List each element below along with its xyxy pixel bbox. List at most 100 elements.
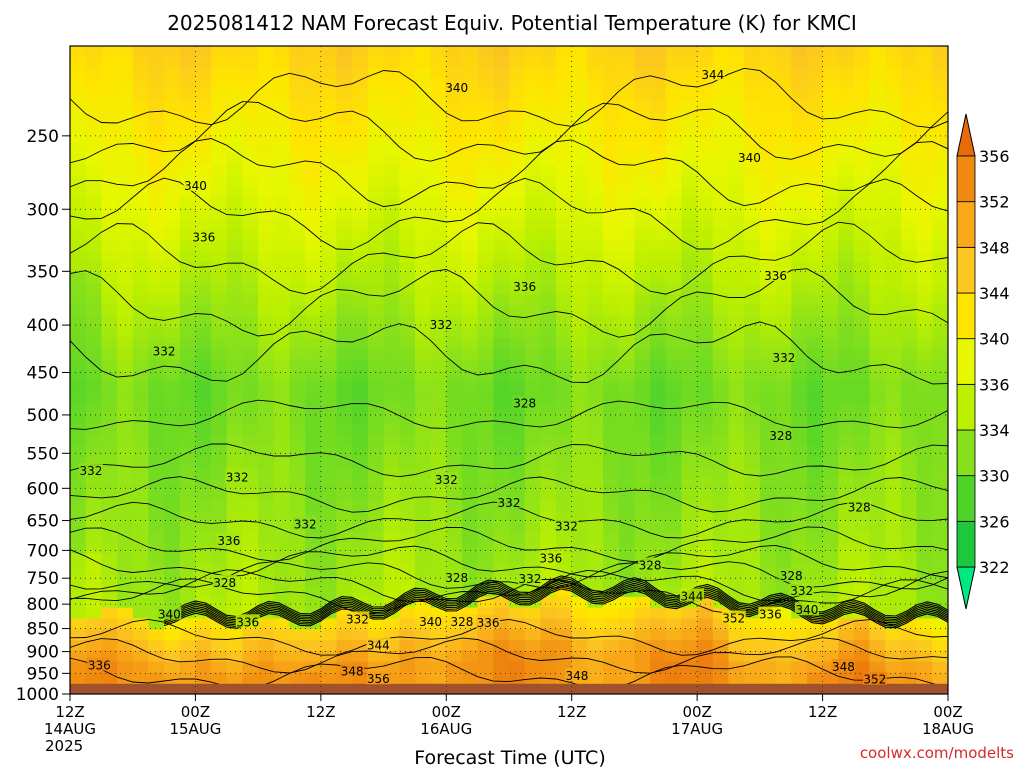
field-cell [430,262,447,274]
field-cell [916,488,933,501]
field-cell [587,132,604,144]
field-cell [289,478,306,490]
field-cell [289,348,306,360]
field-cell [634,348,651,360]
field-cell [477,402,494,414]
field-cell [587,251,604,263]
field-cell [571,337,588,349]
field-cell [603,164,620,177]
field-cell [618,607,636,619]
field-cell [242,391,259,403]
field-cell [665,370,683,382]
field-cell [900,132,918,144]
field-cell [681,208,698,220]
field-cell [697,499,714,511]
field-cell [634,262,651,274]
field-cell [132,262,149,274]
field-cell [540,67,557,79]
field-cell [477,110,494,123]
field-cell [226,370,244,382]
contour-label-text: 332 [346,612,369,626]
field-cell [869,208,886,220]
field-cell [148,56,165,69]
field-cell [446,424,463,436]
field-cell [320,564,338,576]
field-cell [352,380,369,393]
field-cell [132,586,149,598]
field-cell [148,132,165,144]
field-cell [650,413,667,425]
field-cell [430,650,447,663]
field-cell [571,229,588,241]
field-cell [822,175,839,187]
field-cell [117,100,134,112]
field-cell [461,380,479,393]
field-cell [493,672,510,684]
field-cell [556,110,573,123]
field-cell [493,445,510,457]
field-cell [869,445,886,457]
field-cell [571,434,588,447]
field-cell [932,326,948,339]
field-cell [399,488,416,501]
field-cell [524,218,541,231]
field-cell [712,456,730,468]
field-cell [806,467,824,479]
field-cell [571,618,588,630]
field-cell [697,488,714,501]
field-cell [461,424,479,436]
field-cell [853,467,871,479]
field-cell [164,251,181,263]
field-cell [70,154,87,166]
field-cell [101,110,118,123]
field-cell [618,218,636,231]
field-cell [916,402,933,414]
field-cell [618,316,636,328]
field-cell [85,143,102,155]
field-cell [775,488,792,501]
field-cell [305,240,322,252]
field-cell [744,478,761,490]
field-cell [305,542,322,555]
field-cell [383,272,400,285]
field-cell [85,391,102,403]
field-cell [446,672,463,684]
field-cell [556,629,573,641]
contour-label: 332 [497,494,521,510]
field-cell [493,240,510,252]
field-cell [556,424,573,436]
field-cell [791,370,808,382]
field-cell [320,510,338,522]
field-cell [838,316,855,328]
field-cell [775,456,792,468]
field-cell [477,640,494,652]
contour-label: 336 [758,606,783,622]
field-cell [509,618,526,630]
field-cell [728,100,745,112]
field-cell [916,218,933,231]
field-cell [320,488,338,501]
field-cell [681,294,698,306]
field-cell [383,434,400,447]
field-cell [117,532,134,544]
field-cell [367,499,385,511]
field-cell [352,175,369,187]
field-cell [70,413,87,425]
field-cell [932,402,948,414]
field-cell [869,424,886,436]
field-cell [791,175,808,187]
field-cell [336,402,353,414]
field-cell [336,640,353,652]
field-cell [728,67,745,79]
field-cell [85,132,102,144]
field-cell [70,575,87,587]
field-cell [932,370,948,382]
field-cell [571,629,588,641]
field-cell [618,629,636,641]
field-cell [759,186,777,198]
field-cell [744,110,761,123]
field-cell [509,100,526,112]
field-cell [932,499,948,511]
field-cell [759,402,777,414]
field-cell [430,283,447,295]
